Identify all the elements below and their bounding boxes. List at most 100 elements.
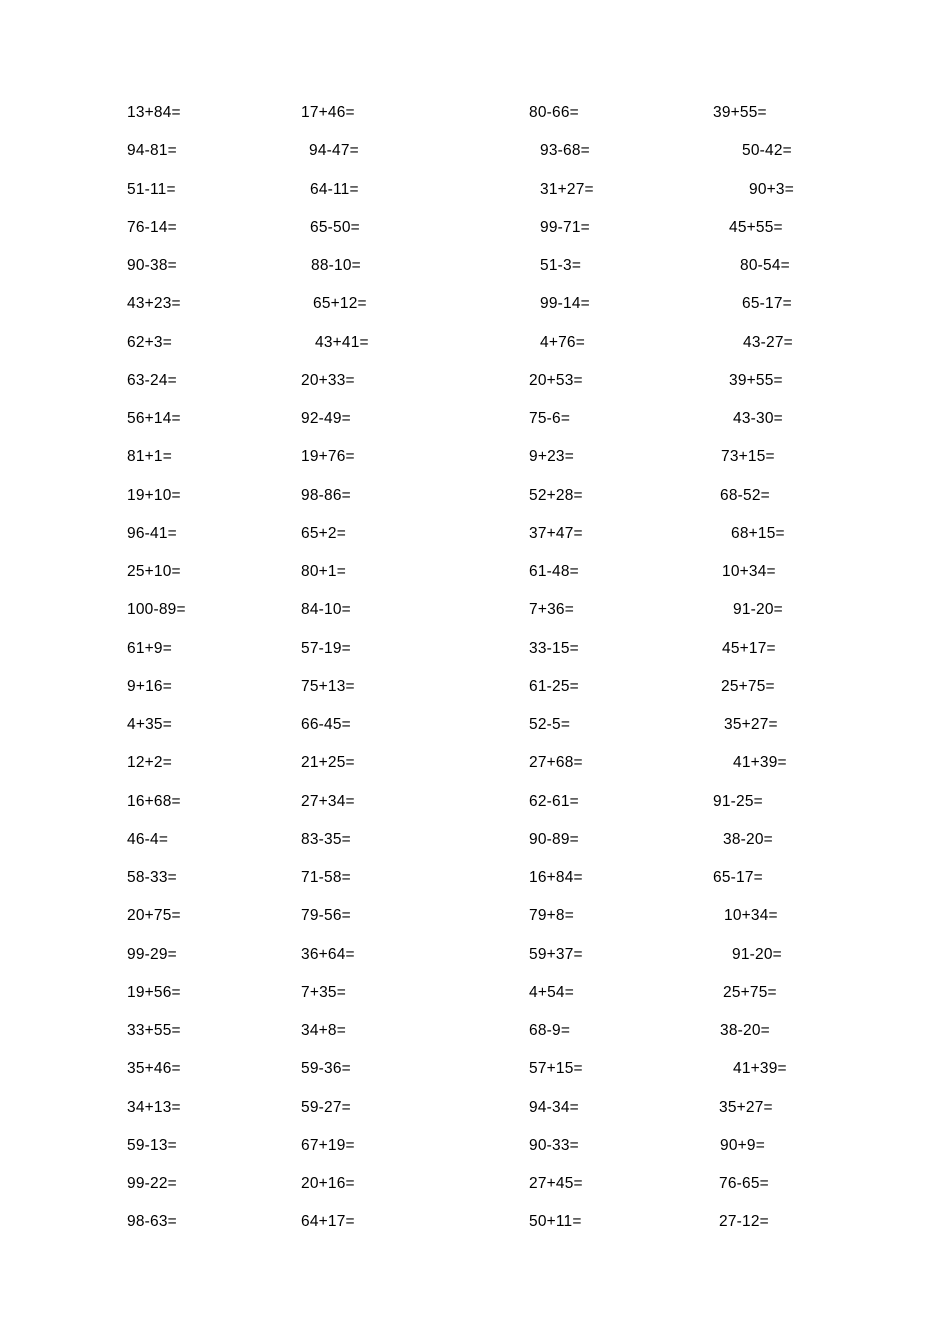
math-problem: 90+3= — [749, 180, 794, 198]
math-problem: 7+35= — [301, 983, 346, 1001]
math-problem: 93-68= — [540, 142, 590, 160]
worksheet-row: 100-89= 84-10= 7+36= 91-20= — [0, 591, 950, 629]
worksheet-cell: 35+46= — [127, 1060, 301, 1078]
worksheet-cell: 27-12= — [713, 1213, 950, 1231]
worksheet-cell: 65+12= — [301, 295, 529, 313]
worksheet-cell: 98-63= — [127, 1213, 301, 1231]
math-problem: 51-3= — [540, 257, 582, 275]
worksheet-cell: 59-27= — [301, 1099, 529, 1117]
math-problem: 96-41= — [127, 524, 177, 542]
worksheet-cell: 33-15= — [529, 640, 713, 658]
math-problem: 21+25= — [301, 754, 355, 772]
math-problem: 43-30= — [733, 410, 783, 428]
worksheet-cell: 38-20= — [713, 831, 950, 849]
math-problem: 90-33= — [529, 1136, 579, 1154]
worksheet-cell: 84-10= — [301, 601, 529, 619]
worksheet-cell: 52-5= — [529, 716, 713, 734]
worksheet-cell: 16+84= — [529, 869, 713, 887]
math-problem: 65-50= — [310, 218, 360, 236]
math-problem: 90-89= — [529, 830, 579, 848]
worksheet-cell: 90-33= — [529, 1137, 713, 1155]
math-problem: 80-66= — [529, 104, 579, 122]
math-problem: 98-63= — [127, 1213, 177, 1231]
math-problem: 88-10= — [311, 257, 361, 275]
worksheet-cell: 45+17= — [713, 640, 950, 658]
worksheet-row: 76-14= 65-50= 99-71= 45+55= — [0, 209, 950, 247]
math-problem: 59-13= — [127, 1136, 177, 1154]
worksheet-cell: 92-49= — [301, 410, 529, 428]
worksheet-cell: 25+10= — [127, 563, 301, 581]
math-problem: 39+55= — [729, 371, 783, 389]
math-problem: 65-17= — [742, 295, 792, 313]
math-problem: 65-17= — [713, 869, 763, 887]
worksheet-cell: 76-65= — [713, 1175, 950, 1193]
worksheet-cell: 91-20= — [713, 946, 950, 964]
worksheet-cell: 65-17= — [713, 869, 950, 887]
worksheet-row: 34+13= 59-27= 94-34= 35+27= — [0, 1089, 950, 1127]
math-problem: 52+28= — [529, 486, 583, 504]
math-problem: 80+1= — [301, 563, 346, 581]
math-problem: 45+55= — [729, 218, 783, 236]
math-problem: 64+17= — [301, 1213, 355, 1231]
worksheet-cell: 39+55= — [713, 104, 950, 122]
math-problem: 65+12= — [313, 295, 367, 313]
worksheet-cell: 80-66= — [529, 104, 713, 122]
math-problem: 76-14= — [127, 218, 177, 236]
worksheet-row: 13+84= 17+46= 80-66= 39+55= — [0, 94, 950, 132]
worksheet-row: 19+10= 98-86= 52+28= 68-52= — [0, 477, 950, 515]
worksheet-cell: 61-25= — [529, 678, 713, 696]
math-problem: 20+53= — [529, 371, 583, 389]
worksheet-cell: 98-86= — [301, 487, 529, 505]
math-problem: 68-9= — [529, 1022, 571, 1040]
math-problem: 63-24= — [127, 371, 177, 389]
math-problem: 38-20= — [723, 830, 773, 848]
worksheet-row: 90-38= 88-10= 51-3= 80-54= — [0, 247, 950, 285]
worksheet-cell: 20+33= — [301, 372, 529, 390]
math-problem: 57-19= — [301, 639, 351, 657]
worksheet-row: 9+16= 75+13= 61-25= 25+75= — [0, 668, 950, 706]
math-problem: 61+9= — [127, 639, 172, 657]
math-problem: 10+34= — [722, 563, 776, 581]
worksheet-cell: 46-4= — [127, 831, 301, 849]
worksheet-cell: 68-9= — [529, 1022, 713, 1040]
worksheet-cell: 43+41= — [301, 334, 529, 352]
worksheet-cell: 65-50= — [301, 219, 529, 237]
worksheet-row: 63-24= 20+33= 20+53= 39+55= — [0, 362, 950, 400]
math-problem: 64-11= — [310, 180, 359, 198]
worksheet-cell: 90+9= — [713, 1137, 950, 1155]
worksheet-cell: 68-52= — [713, 487, 950, 505]
worksheet-cell: 58-33= — [127, 869, 301, 887]
worksheet-cell: 75-6= — [529, 410, 713, 428]
worksheet-cell: 21+25= — [301, 754, 529, 772]
worksheet-cell: 73+15= — [713, 448, 950, 466]
worksheet-cell: 43-27= — [713, 334, 950, 352]
worksheet-cell: 51-11= — [127, 181, 301, 199]
math-problem: 43-27= — [743, 333, 793, 351]
worksheet-cell: 90-38= — [127, 257, 301, 275]
math-problem: 51-11= — [127, 180, 176, 198]
math-problem: 58-33= — [127, 869, 177, 887]
worksheet-cell: 41+39= — [713, 754, 950, 772]
math-problem: 94-34= — [529, 1098, 579, 1116]
worksheet-cell: 19+10= — [127, 487, 301, 505]
worksheet-row: 99-29= 36+64= 59+37= 91-20= — [0, 936, 950, 974]
math-problem: 68-52= — [720, 486, 770, 504]
worksheet-cell: 41+39= — [713, 1060, 950, 1078]
worksheet-cell: 16+68= — [127, 793, 301, 811]
math-problem: 43+23= — [127, 295, 181, 313]
worksheet-cell: 76-14= — [127, 219, 301, 237]
math-problem: 75-6= — [529, 410, 571, 428]
math-problem: 43+41= — [315, 333, 369, 351]
math-problem: 9+16= — [127, 677, 172, 695]
math-problem: 50+11= — [529, 1213, 582, 1231]
math-problem: 59-27= — [301, 1098, 351, 1116]
worksheet-cell: 64+17= — [301, 1213, 529, 1231]
worksheet-cell: 10+34= — [713, 907, 950, 925]
math-problem: 37+47= — [529, 524, 583, 542]
math-problem: 67+19= — [301, 1136, 355, 1154]
math-problem: 34+8= — [301, 1022, 346, 1040]
math-problem: 90+9= — [720, 1136, 765, 1154]
math-problem: 33+55= — [127, 1022, 181, 1040]
worksheet-cell: 65-17= — [713, 295, 950, 313]
worksheet-cell: 88-10= — [301, 257, 529, 275]
